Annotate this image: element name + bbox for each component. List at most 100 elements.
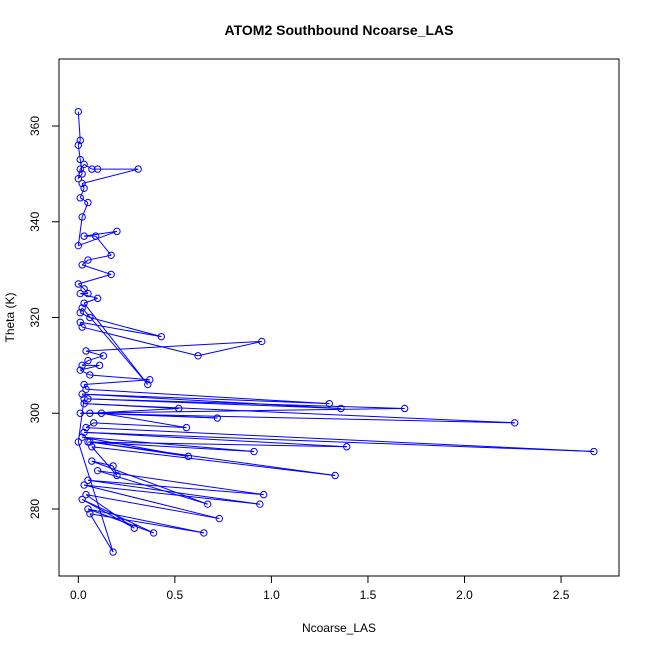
series-segment <box>84 431 347 448</box>
data-point <box>80 232 88 240</box>
series-segment <box>81 498 135 529</box>
data-point <box>93 165 102 173</box>
series-segment <box>84 230 118 237</box>
data-point <box>80 380 88 389</box>
series-segment <box>86 427 594 453</box>
series-segment <box>87 398 405 409</box>
x-tick-label: 1.5 <box>360 588 377 602</box>
y-axis: 280 300 320 340 360 <box>28 116 60 519</box>
series-segment <box>80 312 91 318</box>
data-point <box>213 414 222 422</box>
y-tick-label: 320 <box>28 307 42 327</box>
data-point <box>78 179 86 188</box>
data-point <box>107 270 115 279</box>
data-point <box>80 299 88 307</box>
series-segment <box>82 436 255 453</box>
series-segment <box>83 297 98 304</box>
data-point <box>86 313 94 322</box>
data-point <box>78 390 86 398</box>
series-segment <box>84 403 179 409</box>
data-point <box>76 155 84 164</box>
data-point <box>82 423 90 432</box>
data-point <box>134 165 142 173</box>
data-point <box>97 409 106 417</box>
data-point <box>130 524 139 532</box>
series-segment <box>82 393 341 409</box>
series-segment <box>80 369 91 376</box>
data-point <box>80 160 88 169</box>
series-segment <box>87 355 104 362</box>
x-axis: 0.0 0.5 1.0 1.5 2.0 2.5 <box>70 575 570 602</box>
series-segment <box>82 168 139 184</box>
data-point <box>99 352 108 360</box>
series-segment <box>87 441 347 448</box>
data-point <box>194 352 202 360</box>
data-point <box>74 241 83 250</box>
series-segment <box>89 513 114 553</box>
data-point <box>80 428 88 437</box>
data-point <box>76 318 84 326</box>
data-point <box>74 280 83 288</box>
series-segment <box>81 259 89 266</box>
y-tick-label: 300 <box>28 403 42 423</box>
series-segment <box>77 441 114 553</box>
x-axis-label: Ncoarse_LAS <box>302 621 376 635</box>
data-point <box>76 194 84 202</box>
data-point <box>84 198 92 207</box>
series-segment <box>77 398 85 443</box>
data-point <box>78 304 86 312</box>
data-point <box>109 462 117 470</box>
data-point <box>78 361 86 370</box>
series-segment <box>87 508 204 534</box>
data-point <box>82 490 90 499</box>
chart-title: ATOM2 Southbound Ncoarse_LAS <box>225 22 454 38</box>
series-segment <box>91 446 336 476</box>
data-point <box>76 165 84 173</box>
series-segment <box>83 163 93 170</box>
data-point <box>84 356 92 365</box>
data-point <box>144 380 152 389</box>
data-point <box>184 452 193 461</box>
series-segment <box>82 326 199 357</box>
series-segment <box>84 431 594 453</box>
data-point <box>84 395 92 403</box>
series-segment <box>84 484 260 505</box>
data-point <box>337 404 345 413</box>
series-segment <box>81 202 89 218</box>
series-segment <box>83 484 220 520</box>
series-segment <box>85 422 95 429</box>
series-segment <box>77 140 81 146</box>
series-segment <box>87 479 264 496</box>
data-point <box>86 510 94 518</box>
series-segment <box>85 494 220 520</box>
data-point <box>74 438 83 446</box>
data-point <box>84 438 92 446</box>
data-point <box>93 294 102 303</box>
data-point <box>250 447 258 456</box>
series-segment <box>81 307 149 385</box>
data-point <box>74 141 83 149</box>
data-point <box>80 399 88 408</box>
series-segment <box>86 388 330 405</box>
series-segment <box>81 360 89 366</box>
data-point <box>215 514 223 523</box>
series-segment <box>84 379 150 386</box>
data-point <box>78 433 86 441</box>
series-segment <box>197 340 262 357</box>
data-point <box>78 213 86 221</box>
data-point <box>331 471 339 480</box>
data-point <box>80 285 88 293</box>
data-point <box>82 347 90 355</box>
data-point <box>113 227 121 236</box>
series-segment <box>93 422 187 429</box>
series-segment <box>78 273 112 285</box>
data-point <box>109 548 117 556</box>
y-tick-label: 280 <box>28 499 42 519</box>
x-tick-label: 2.0 <box>456 588 473 602</box>
series-segment <box>95 235 112 256</box>
data-point <box>175 404 183 413</box>
series-group <box>74 107 598 556</box>
data-point <box>149 529 158 537</box>
x-tick-label: 2.5 <box>553 588 570 602</box>
